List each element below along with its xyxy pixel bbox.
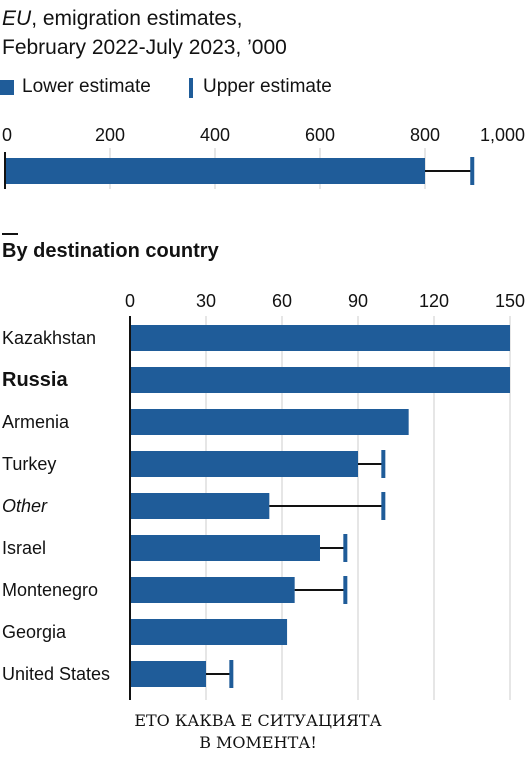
bar xyxy=(130,451,358,477)
bar xyxy=(130,535,320,561)
upper-estimate-marker xyxy=(381,492,386,520)
x-tick-label: 90 xyxy=(348,291,368,311)
x-tick-label: 120 xyxy=(419,291,449,311)
eu-x-tick-label: 400 xyxy=(200,125,230,145)
bar xyxy=(130,493,270,519)
category-label: Turkey xyxy=(2,454,56,474)
bar xyxy=(130,409,409,435)
category-label: Georgia xyxy=(2,622,67,642)
category-label: Russia xyxy=(2,369,68,391)
category-label: Montenegro xyxy=(2,580,98,600)
eu-upper-marker xyxy=(470,157,475,185)
section-rule xyxy=(2,233,18,235)
upper-estimate-marker xyxy=(229,660,234,688)
x-tick-label: 0 xyxy=(125,291,135,311)
eu-x-tick-label: 800 xyxy=(410,125,440,145)
bar xyxy=(130,325,510,351)
category-label: Armenia xyxy=(2,412,70,432)
bar xyxy=(130,367,510,393)
legend-lower-label: Lower estimate xyxy=(22,76,151,97)
x-tick-label: 30 xyxy=(196,291,216,311)
bar xyxy=(130,619,288,645)
section-title: By destination country xyxy=(2,240,219,262)
eu-x-tick-label: 600 xyxy=(305,125,335,145)
caption-text: ЕТО КАКВА Е СИТУАЦИЯТА В МОМЕНТА! xyxy=(134,711,382,752)
upper-estimate-swatch xyxy=(189,78,193,98)
chart-title: EU, emigration estimates, February 2022-… xyxy=(2,4,287,62)
upper-estimate-marker xyxy=(381,450,386,478)
legend: Lower estimate Upper estimate xyxy=(0,76,527,102)
title-line-1: , emigration estimates, xyxy=(31,7,243,30)
bar xyxy=(130,661,206,687)
upper-estimate-marker xyxy=(343,576,348,604)
category-label: Other xyxy=(2,496,48,516)
x-tick-label: 150 xyxy=(495,291,525,311)
bar xyxy=(130,577,295,603)
upper-estimate-marker xyxy=(343,534,348,562)
eu-x-tick-label: 200 xyxy=(95,125,125,145)
title-region: EU xyxy=(2,7,32,30)
category-label: Israel xyxy=(2,538,46,558)
category-label: Kazakhstan xyxy=(2,328,96,348)
category-label: United States xyxy=(2,664,110,684)
eu-x-tick-label: 0 xyxy=(2,125,12,145)
eu-bar xyxy=(5,158,425,184)
title-line-2: February 2022-July 2023, ’000 xyxy=(2,36,287,59)
legend-upper-label: Upper estimate xyxy=(203,76,332,97)
eu-x-tick-label: 1,000 xyxy=(480,125,525,145)
x-tick-label: 60 xyxy=(272,291,292,311)
lower-estimate-swatch xyxy=(0,80,14,95)
